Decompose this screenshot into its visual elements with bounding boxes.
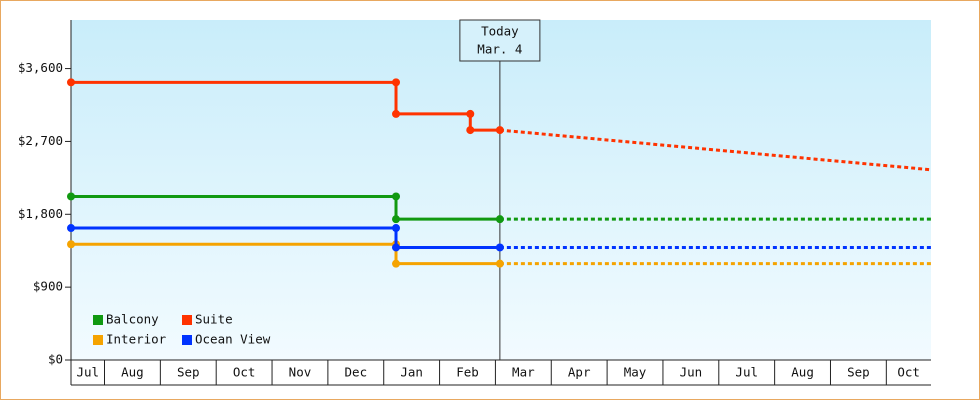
x-tick-label: Sep — [177, 365, 200, 380]
point — [495, 259, 504, 268]
forecast-line — [499, 128, 932, 172]
x-tick-label: Aug — [121, 365, 144, 380]
x-tick-label: Jun — [680, 365, 703, 380]
legend-swatch — [93, 315, 103, 325]
y-tick-label: $2,700 — [18, 133, 63, 148]
x-tick-label: Mar — [512, 365, 535, 380]
history-line — [71, 226, 500, 249]
today-label: Today — [481, 24, 519, 39]
x-tick-label: Apr — [568, 365, 591, 380]
history-line — [71, 194, 500, 221]
point — [67, 192, 75, 201]
point — [67, 224, 75, 233]
x-tick-label: Jan — [400, 365, 423, 380]
legend-swatch — [182, 315, 192, 325]
x-tick-label: Dec — [345, 365, 368, 380]
x-tick-label: May — [624, 365, 647, 380]
y-tick-label: $3,600 — [18, 60, 63, 75]
y-tick-label: $1,800 — [18, 206, 63, 221]
legend-label: Balcony — [106, 312, 159, 327]
history-line — [71, 242, 500, 266]
y-tick-label: $0 — [48, 352, 63, 367]
point — [495, 243, 504, 252]
point — [392, 215, 401, 224]
x-tick-label: Oct — [233, 365, 256, 380]
point — [67, 240, 75, 249]
point — [392, 243, 401, 252]
today-date: Mar. 4 — [477, 42, 522, 57]
legend-swatch — [182, 335, 192, 345]
x-tick-label: Aug — [791, 365, 814, 380]
legend-label: Ocean View — [195, 332, 271, 347]
y-tick-label: $900 — [33, 279, 63, 294]
point — [495, 126, 504, 135]
point — [392, 224, 401, 233]
x-tick-label: Feb — [456, 365, 479, 380]
point — [392, 109, 401, 118]
x-tick-label: Jul — [735, 365, 758, 380]
plot-area — [71, 20, 931, 360]
legend-label: Suite — [195, 312, 233, 327]
legend-label: Interior — [106, 332, 167, 347]
point — [392, 78, 401, 87]
x-tick-label: Oct — [897, 365, 920, 380]
today-box — [459, 19, 541, 62]
legend-swatch — [93, 335, 103, 345]
point — [495, 215, 504, 224]
x-tick-label: Sep — [847, 365, 870, 380]
x-tick-label: Jul — [76, 365, 99, 380]
point — [67, 78, 75, 87]
point — [392, 259, 401, 268]
point — [466, 109, 475, 118]
x-tick-label: Nov — [289, 365, 312, 380]
point — [466, 126, 475, 135]
point — [392, 192, 401, 201]
history-line — [71, 80, 500, 132]
